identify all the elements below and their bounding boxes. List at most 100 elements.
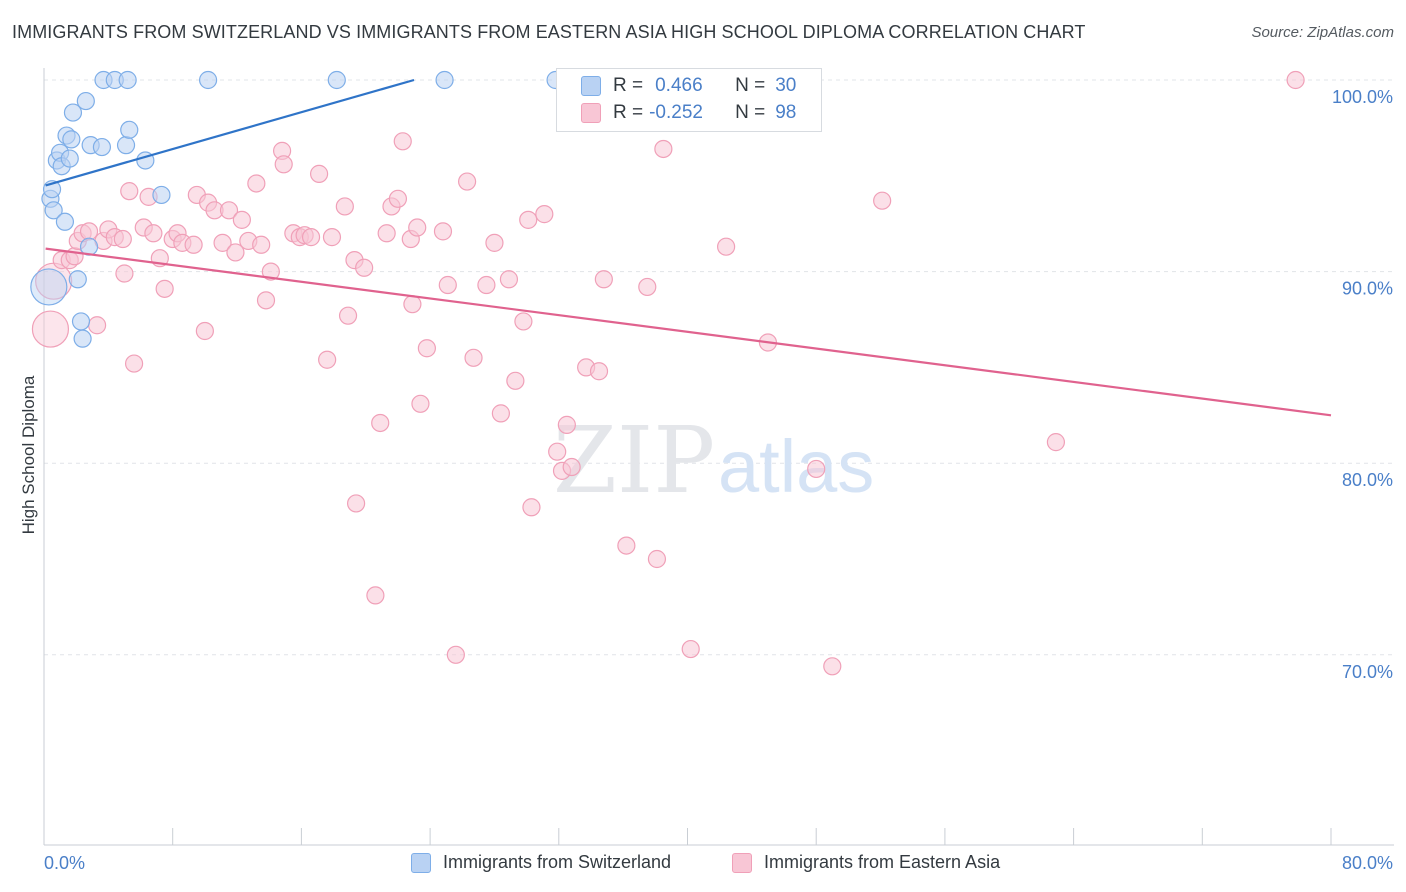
- eastern-asia-point: [301, 228, 321, 247]
- switzerland-point: [63, 103, 83, 122]
- eastern-asia-point: [1046, 433, 1066, 452]
- legend-label-switzerland: Immigrants from Switzerland: [443, 852, 672, 872]
- eastern-asia-point: [458, 172, 477, 191]
- eastern-asia-trend-line: [45, 247, 1332, 417]
- watermark-atlas: atlas: [718, 425, 874, 508]
- eastern-asia-point: [408, 218, 427, 237]
- switzerland-point: [152, 185, 171, 205]
- legend-swatch-pink: [732, 852, 752, 873]
- eastern-asia-point: [548, 442, 567, 461]
- eastern-asia-point: [519, 210, 538, 229]
- switzerland-point: [76, 91, 95, 111]
- eastern-asia-point: [654, 139, 673, 159]
- eastern-asia-point: [873, 191, 892, 210]
- eastern-asia-point: [195, 321, 214, 341]
- switzerland-point: [116, 136, 136, 155]
- eastern-asia-point: [219, 201, 239, 220]
- eastern-asia-point: [232, 210, 251, 229]
- eastern-asia-point: [491, 404, 510, 423]
- eastern-asia-point: [31, 310, 70, 348]
- eastern-asia-point: [1286, 70, 1305, 90]
- eastern-asia-point: [464, 348, 483, 367]
- eastern-asia-point: [499, 270, 519, 289]
- eastern-asia-point: [322, 228, 342, 247]
- legend-item-switzerland[interactable]: Immigrants from Switzerland: [411, 852, 671, 873]
- eastern-asia-point: [557, 415, 576, 434]
- switzerland-point: [435, 70, 454, 90]
- gridlines: [44, 79, 1394, 656]
- eastern-asia-point: [213, 233, 232, 252]
- tick-labels: 100.0% 90.0% 80.0% 70.0% 0.0% 80.0%: [44, 87, 1393, 873]
- eastern-asia-point: [256, 291, 276, 310]
- legend-r-label: R =: [613, 102, 644, 123]
- eastern-asia-point: [155, 279, 174, 298]
- watermark-zip: ZIP: [553, 407, 715, 514]
- eastern-asia-point: [79, 222, 99, 241]
- eastern-asia-point: [124, 354, 144, 373]
- legend-swatch-blue: [411, 852, 431, 873]
- switzerland-point: [60, 149, 79, 168]
- switzerland-point: [71, 312, 91, 331]
- x-tick-label: 80.0%: [1342, 853, 1393, 873]
- eastern-asia-point: [589, 362, 609, 381]
- legend-label-eastern-asia: Immigrants from Eastern Asia: [764, 852, 1001, 872]
- eastern-asia-point: [226, 243, 245, 262]
- eastern-asia-point: [506, 371, 525, 390]
- eastern-asia-point: [113, 229, 132, 249]
- y-axis-label: High School Diploma: [19, 375, 38, 534]
- eastern-asia-point: [562, 457, 581, 477]
- eastern-asia-point: [274, 155, 293, 174]
- legend-swatch-blue: [581, 76, 601, 96]
- source-credit: Source: ZipAtlas.com: [1251, 24, 1394, 41]
- legend-item-eastern-asia[interactable]: Immigrants from Eastern Asia: [732, 852, 1000, 873]
- eastern-asia-point: [417, 339, 436, 358]
- switzerland-point: [55, 212, 75, 231]
- eastern-asia-point: [411, 394, 430, 413]
- legend-row-eastern-asia: R = -0.252 N = 98: [557, 100, 796, 126]
- legend-row-switzerland: R = 0.466 N = 30: [557, 73, 796, 99]
- chart-title: IMMIGRANTS FROM SWITZERLAND VS IMMIGRANT…: [12, 22, 1086, 42]
- y-tick-label: 80.0%: [1342, 470, 1393, 490]
- eastern-asia-point: [438, 275, 457, 295]
- eastern-asia-point: [514, 312, 533, 331]
- eastern-asia-point: [346, 494, 366, 513]
- eastern-asia-point: [522, 498, 541, 517]
- legend-r-value: -0.252: [649, 102, 703, 123]
- y-tick-label: 70.0%: [1342, 662, 1393, 682]
- eastern-asia-point: [115, 264, 134, 283]
- eastern-asia-point: [318, 350, 337, 369]
- eastern-asia-point: [247, 174, 266, 193]
- eastern-asia-point: [485, 233, 504, 252]
- switzerland-point: [30, 268, 68, 306]
- eastern-asia-point: [144, 224, 163, 243]
- eastern-asia-point: [377, 224, 396, 243]
- eastern-asia-point: [647, 549, 667, 569]
- eastern-asia-point: [120, 182, 139, 201]
- legend-n-label: N =: [735, 75, 766, 96]
- eastern-asia-point: [617, 536, 636, 555]
- y-tick-label: 90.0%: [1342, 279, 1393, 299]
- legend-r-value: 0.466: [655, 75, 703, 96]
- trend-lines: [45, 78, 1332, 417]
- eastern-asia-point: [717, 237, 736, 256]
- y-tick-label: 100.0%: [1332, 87, 1393, 107]
- eastern-asia-point: [261, 262, 280, 281]
- eastern-asia-point: [388, 189, 408, 208]
- x-tick-label: 0.0%: [44, 853, 85, 873]
- eastern-asia-point: [65, 247, 84, 266]
- switzerland-point: [327, 70, 346, 90]
- switzerland-point: [44, 201, 63, 220]
- eastern-asia-point: [338, 306, 358, 325]
- switzerland-trend-line: [45, 78, 415, 187]
- eastern-asia-point: [366, 586, 385, 605]
- switzerland-point: [120, 120, 139, 139]
- legend-r-label: R =: [613, 75, 644, 96]
- eastern-asia-point: [371, 413, 390, 433]
- watermark: ZIP atlas: [553, 407, 874, 514]
- eastern-asia-point: [252, 235, 271, 254]
- eastern-asia-point: [638, 277, 657, 297]
- legend-swatch-pink: [581, 103, 601, 123]
- switzerland-point: [68, 270, 87, 289]
- eastern-asia-point: [477, 275, 496, 295]
